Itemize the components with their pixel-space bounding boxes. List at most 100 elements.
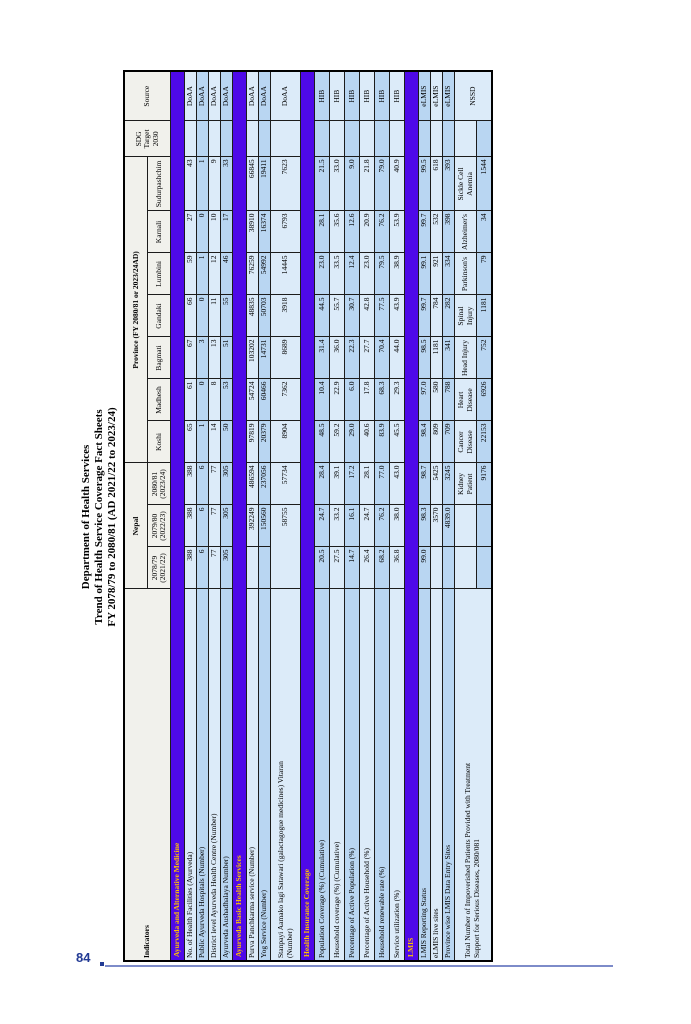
value-cell: 8689 — [270, 336, 301, 379]
value-cell: 48.5 — [314, 420, 330, 463]
value-cell — [220, 120, 233, 157]
value-cell: 30.7 — [344, 294, 360, 337]
value-cell: 9176 — [476, 462, 492, 505]
source-cell: DoAA — [208, 70, 221, 121]
value-cell: 14.7 — [344, 547, 360, 589]
value-cell — [196, 120, 209, 157]
value-cell: 19411 — [258, 156, 271, 211]
source-cell: NSSD — [454, 70, 492, 121]
value-cell: 1 — [196, 252, 209, 295]
value-cell — [476, 120, 492, 157]
row-label: Province wise LMIS Data Entry Sites — [442, 589, 455, 961]
value-cell: 98.4 — [418, 420, 431, 463]
value-cell: 6 — [196, 547, 209, 589]
value-cell: 809 — [430, 420, 443, 463]
source-cell: eLMIS — [430, 70, 443, 121]
value-cell: 7623 — [270, 156, 301, 211]
value-cell: 54992 — [258, 252, 271, 295]
value-cell: 55 — [220, 294, 233, 337]
value-cell: 70.4 — [374, 336, 390, 379]
value-cell: 1 — [196, 420, 209, 463]
value-cell: 44.0 — [389, 336, 405, 379]
value-cell: 43.9 — [389, 294, 405, 337]
value-cell: 921 — [430, 252, 443, 295]
value-cell: 66 — [184, 294, 197, 337]
title-line-3: FY 2078/79 to 2080/81 (AD 2021/22 to 202… — [106, 407, 119, 627]
value-cell: 341 — [442, 336, 455, 379]
indicators-header: Indicators — [123, 589, 171, 961]
value-cell: 784 — [430, 294, 443, 337]
section-title: Ayurveda Basic Health Services — [232, 70, 247, 961]
province-column-header: Madhesh — [147, 378, 171, 421]
value-cell: 34 — [476, 210, 492, 253]
value-cell — [418, 120, 431, 157]
table-row: No. of Health Facilities (Ayurveda) 388 38… — [184, 70, 197, 961]
value-cell: 38910 — [246, 210, 259, 253]
value-cell — [246, 547, 259, 589]
value-cell: 103202 — [246, 336, 259, 379]
disease-name-cell: Heart Disease — [454, 378, 477, 421]
value-cell: 393 — [442, 156, 455, 211]
value-cell: 788 — [442, 378, 455, 421]
section-row: Health Insurance Coverage — [300, 70, 315, 961]
source-cell: HIB — [344, 70, 360, 121]
value-cell: 17 — [220, 210, 233, 253]
row-label: No. of Health Facilities (Ayurveda) — [184, 589, 197, 961]
source-cell: DoAA — [270, 70, 301, 121]
value-cell: 33.2 — [329, 505, 345, 547]
value-cell: 21.8 — [359, 156, 375, 211]
value-cell: 54724 — [246, 378, 259, 421]
value-cell — [442, 120, 455, 157]
value-cell — [329, 120, 345, 157]
value-cell: 77.5 — [374, 294, 390, 337]
footer-square-bullet — [100, 962, 104, 966]
value-cell — [476, 505, 492, 547]
value-cell: 17.8 — [359, 378, 375, 421]
row-label: Stanpayi Aamako lagi Satawari (galactago… — [270, 589, 301, 961]
section-row: LMIS — [404, 70, 419, 961]
fact-sheet-table: Indicators Nepal Province (FY 2080/81 or… — [122, 69, 493, 962]
table-row: Percentage of Active Household (%) 26.4 24… — [359, 70, 375, 961]
value-cell: 6793 — [270, 210, 301, 253]
value-cell: 24.7 — [359, 505, 375, 547]
value-cell: 97819 — [246, 420, 259, 463]
value-cell: 305 — [220, 462, 233, 505]
disease-name-cell: Spinal Injury — [454, 294, 477, 337]
value-cell: 65 — [184, 420, 197, 463]
source-cell: HIB — [314, 70, 330, 121]
value-cell: 68.3 — [374, 378, 390, 421]
value-cell: 53.9 — [389, 210, 405, 253]
value-cell: 79.5 — [374, 252, 390, 295]
value-cell — [359, 120, 375, 157]
section-title: Health Insurance Coverage — [300, 70, 315, 961]
title-line-2: Trend of Health Service Coverage Fact Sh… — [93, 409, 106, 625]
value-cell: 99.7 — [418, 294, 431, 337]
value-cell: 6.0 — [344, 378, 360, 421]
rotated-table-container: Department of Health Services Trend of H… — [80, 69, 516, 962]
source-cell: DoAA — [184, 70, 197, 121]
disease-name-cell: Head Injury — [454, 336, 477, 379]
value-cell — [442, 547, 455, 589]
value-cell: 77 — [208, 462, 221, 505]
footer-rule-line — [105, 965, 613, 967]
value-cell — [246, 120, 259, 157]
value-cell: 77 — [208, 547, 221, 589]
row-label: Percentage of Active Household (%) — [359, 589, 375, 961]
value-cell: 3570 — [430, 505, 443, 547]
value-cell: 1544 — [476, 156, 492, 211]
value-cell: 99.1 — [418, 252, 431, 295]
row-label: Household coverage (%) (Cumulative) — [329, 589, 345, 961]
row-label: Total Number of Impoverished Patients Pr… — [454, 589, 492, 961]
value-cell: 27.7 — [359, 336, 375, 379]
value-cell: 36.0 — [329, 336, 345, 379]
value-cell: 58755 — [270, 505, 301, 589]
value-cell: 39.1 — [329, 462, 345, 505]
table-row: District level Ayurveda Health Centre (N… — [208, 70, 221, 961]
value-cell: 22.9 — [329, 378, 345, 421]
value-cell — [208, 120, 221, 157]
value-cell: 66845 — [246, 156, 259, 211]
value-cell: 40.6 — [359, 420, 375, 463]
table-row: Percentage of Active Population (%) 14.7 1… — [344, 70, 360, 961]
value-cell — [476, 547, 492, 589]
value-cell — [314, 120, 330, 157]
